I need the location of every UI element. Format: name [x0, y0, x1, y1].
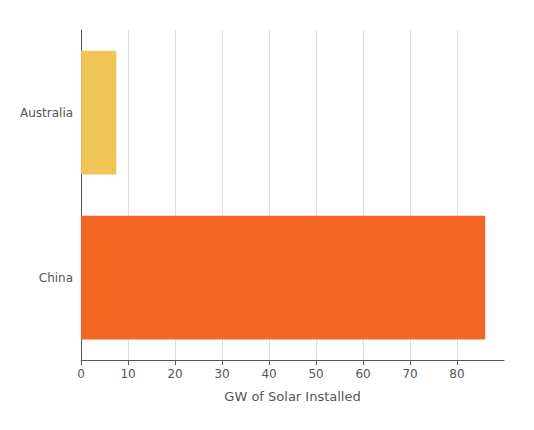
svg-text:10: 10	[120, 367, 135, 381]
svg-text:30: 30	[214, 367, 229, 381]
svg-text:70: 70	[402, 367, 417, 381]
svg-text:80: 80	[449, 367, 464, 381]
svg-text:20: 20	[167, 367, 182, 381]
svg-text:China: China	[39, 271, 73, 285]
svg-text:Australia: Australia	[20, 106, 73, 120]
svg-text:GW of Solar Installed: GW of Solar Installed	[224, 389, 360, 404]
svg-text:40: 40	[261, 367, 276, 381]
svg-text:50: 50	[308, 367, 323, 381]
svg-text:0: 0	[77, 367, 85, 381]
svg-text:60: 60	[355, 367, 370, 381]
